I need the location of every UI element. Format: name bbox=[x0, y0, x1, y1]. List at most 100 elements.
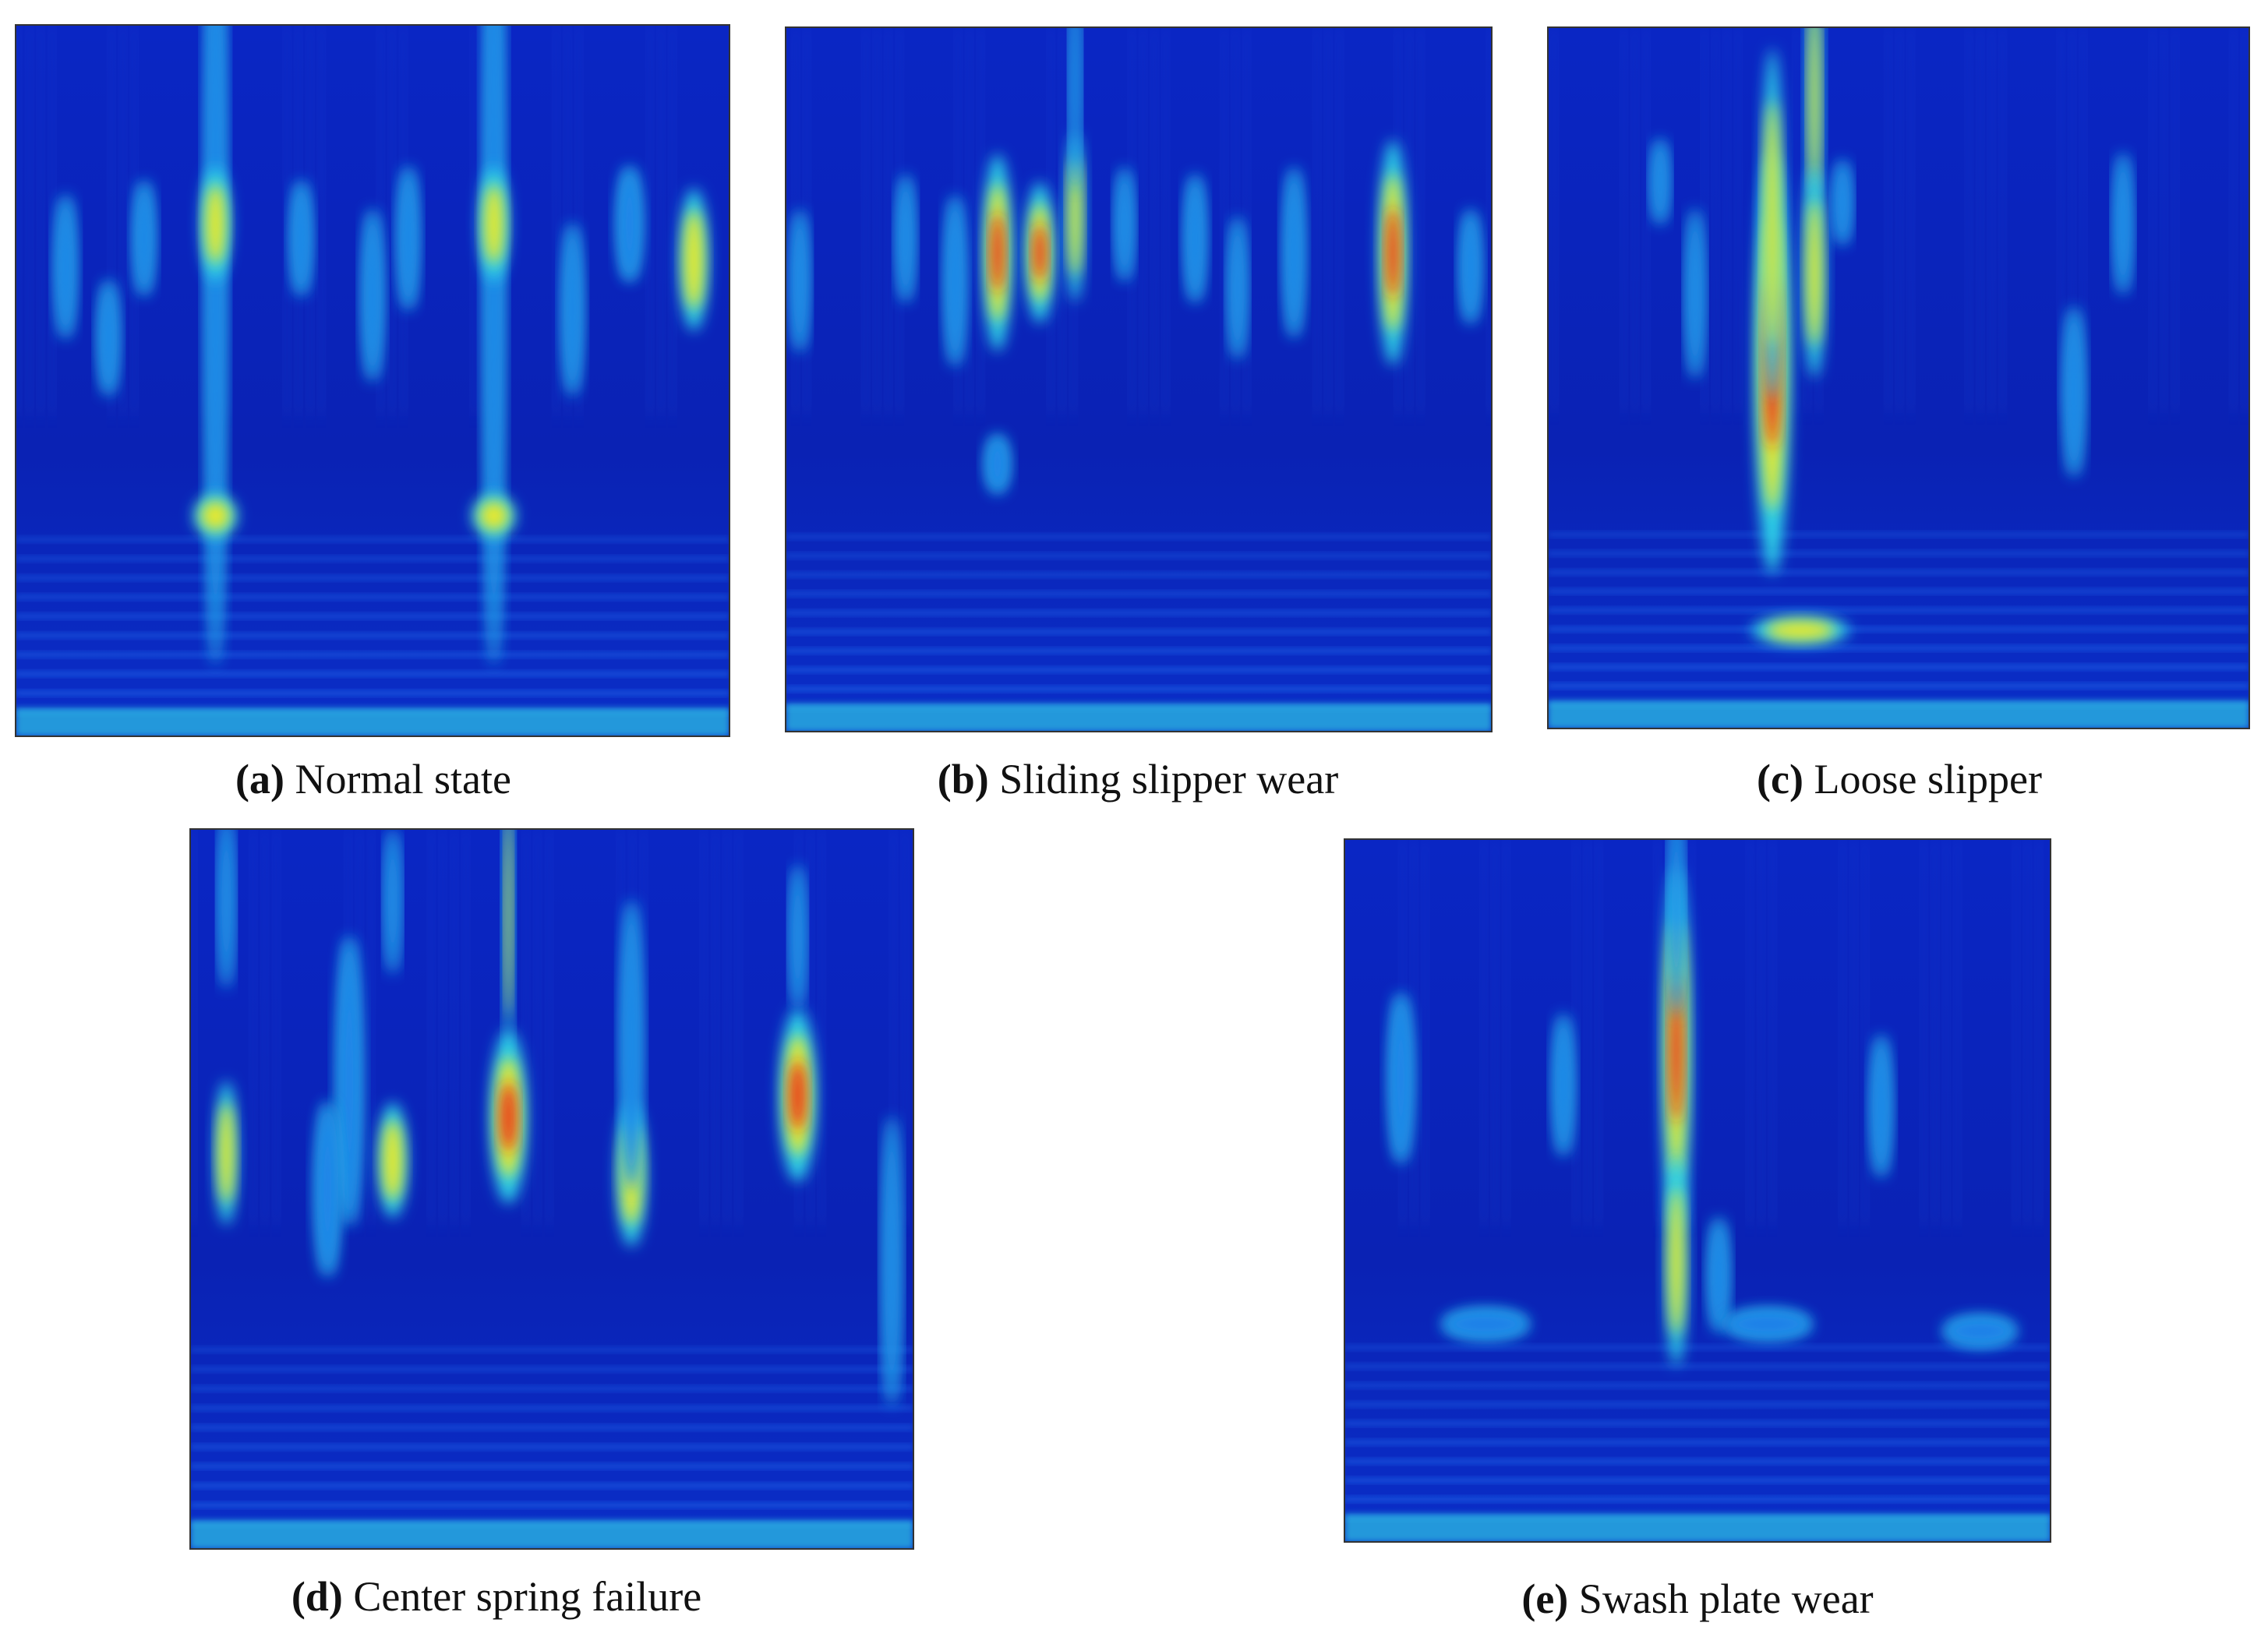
texture bbox=[1932, 839, 1938, 1226]
streak bbox=[1765, 620, 1835, 640]
texture bbox=[1140, 27, 1146, 415]
streak bbox=[1033, 224, 1046, 281]
caption-letter: (e) bbox=[1521, 1575, 1568, 1622]
texture bbox=[250, 829, 256, 1226]
texture bbox=[641, 829, 647, 1226]
noise-band bbox=[190, 1520, 913, 1549]
texture bbox=[966, 27, 972, 415]
texture bbox=[26, 25, 32, 417]
band bbox=[1344, 1420, 2051, 1426]
streak bbox=[483, 184, 504, 264]
texture bbox=[2161, 27, 2167, 413]
streak bbox=[1186, 175, 1204, 302]
texture bbox=[1655, 839, 1660, 1226]
streak bbox=[1387, 207, 1399, 298]
streak bbox=[1461, 210, 1479, 323]
texture bbox=[38, 25, 44, 417]
texture bbox=[2058, 27, 2064, 413]
texture bbox=[1481, 839, 1486, 1226]
streak bbox=[218, 1102, 235, 1204]
texture bbox=[659, 25, 664, 417]
texture bbox=[1488, 27, 1492, 415]
texture bbox=[1863, 839, 1868, 1226]
texture bbox=[1793, 27, 1799, 413]
band bbox=[1344, 1383, 2051, 1388]
streak bbox=[200, 500, 231, 531]
band bbox=[190, 1347, 913, 1353]
texture bbox=[891, 829, 896, 1226]
streak bbox=[946, 196, 964, 365]
streak bbox=[884, 1117, 899, 1406]
band bbox=[190, 1406, 913, 1411]
streak bbox=[1809, 27, 1820, 196]
streak bbox=[387, 829, 399, 973]
streak bbox=[1117, 168, 1132, 281]
streak bbox=[2116, 153, 2130, 294]
band bbox=[190, 1463, 913, 1469]
texture bbox=[1944, 839, 1949, 1226]
streak bbox=[898, 175, 913, 302]
texture bbox=[647, 25, 652, 417]
spectrogram bbox=[1344, 839, 2051, 1542]
band bbox=[190, 1483, 913, 1488]
texture bbox=[736, 829, 741, 1226]
band bbox=[16, 575, 730, 580]
texture bbox=[903, 829, 908, 1226]
texture bbox=[1955, 839, 1960, 1226]
streak bbox=[100, 280, 118, 395]
texture bbox=[1736, 27, 1741, 413]
band bbox=[1548, 608, 2249, 613]
band bbox=[1344, 1477, 2051, 1483]
caption-text: Loose slipper bbox=[1814, 756, 2041, 803]
streak bbox=[1285, 168, 1303, 337]
band bbox=[190, 1445, 913, 1450]
streak bbox=[684, 210, 705, 310]
texture bbox=[863, 27, 868, 415]
texture bbox=[1337, 27, 1342, 415]
streak bbox=[316, 1102, 339, 1275]
streak bbox=[1670, 976, 1683, 1124]
texture bbox=[978, 27, 984, 415]
streak bbox=[364, 210, 381, 381]
texture bbox=[262, 829, 267, 1226]
streak bbox=[790, 1060, 805, 1131]
texture bbox=[2025, 839, 2030, 1226]
frame bbox=[1344, 838, 2051, 1543]
texture bbox=[319, 25, 324, 417]
band bbox=[16, 594, 730, 600]
band bbox=[1344, 1497, 2051, 1502]
caption: (c) Loose slipper bbox=[1757, 756, 2042, 803]
texture bbox=[553, 25, 559, 417]
streak bbox=[135, 181, 153, 295]
spectrogram bbox=[1548, 27, 2249, 729]
texture bbox=[1584, 839, 1590, 1226]
streak bbox=[1069, 158, 1082, 277]
texture bbox=[2242, 27, 2247, 413]
texture bbox=[874, 27, 880, 415]
streak bbox=[479, 500, 509, 531]
texture bbox=[1713, 27, 1719, 413]
band bbox=[16, 537, 730, 542]
texture bbox=[1411, 839, 1417, 1226]
texture bbox=[701, 829, 707, 1226]
band bbox=[16, 556, 730, 562]
band bbox=[786, 629, 1492, 634]
streak bbox=[501, 1082, 516, 1152]
streak bbox=[1807, 199, 1822, 347]
texture bbox=[1574, 839, 1579, 1226]
caption: (a) Normal state bbox=[235, 756, 511, 803]
streak bbox=[792, 865, 804, 1009]
texture bbox=[2069, 27, 2075, 413]
texture bbox=[1326, 27, 1331, 415]
texture bbox=[885, 27, 891, 415]
spectrogram-bg bbox=[786, 27, 1492, 732]
caption-text: Center spring failure bbox=[353, 1573, 701, 1620]
band bbox=[786, 686, 1492, 692]
band bbox=[1548, 626, 2249, 632]
streak bbox=[1765, 101, 1780, 347]
texture bbox=[1314, 27, 1319, 415]
texture bbox=[804, 27, 810, 415]
streak bbox=[1653, 139, 1667, 224]
texture bbox=[369, 829, 374, 1226]
spectrogram-bg bbox=[190, 829, 913, 1549]
